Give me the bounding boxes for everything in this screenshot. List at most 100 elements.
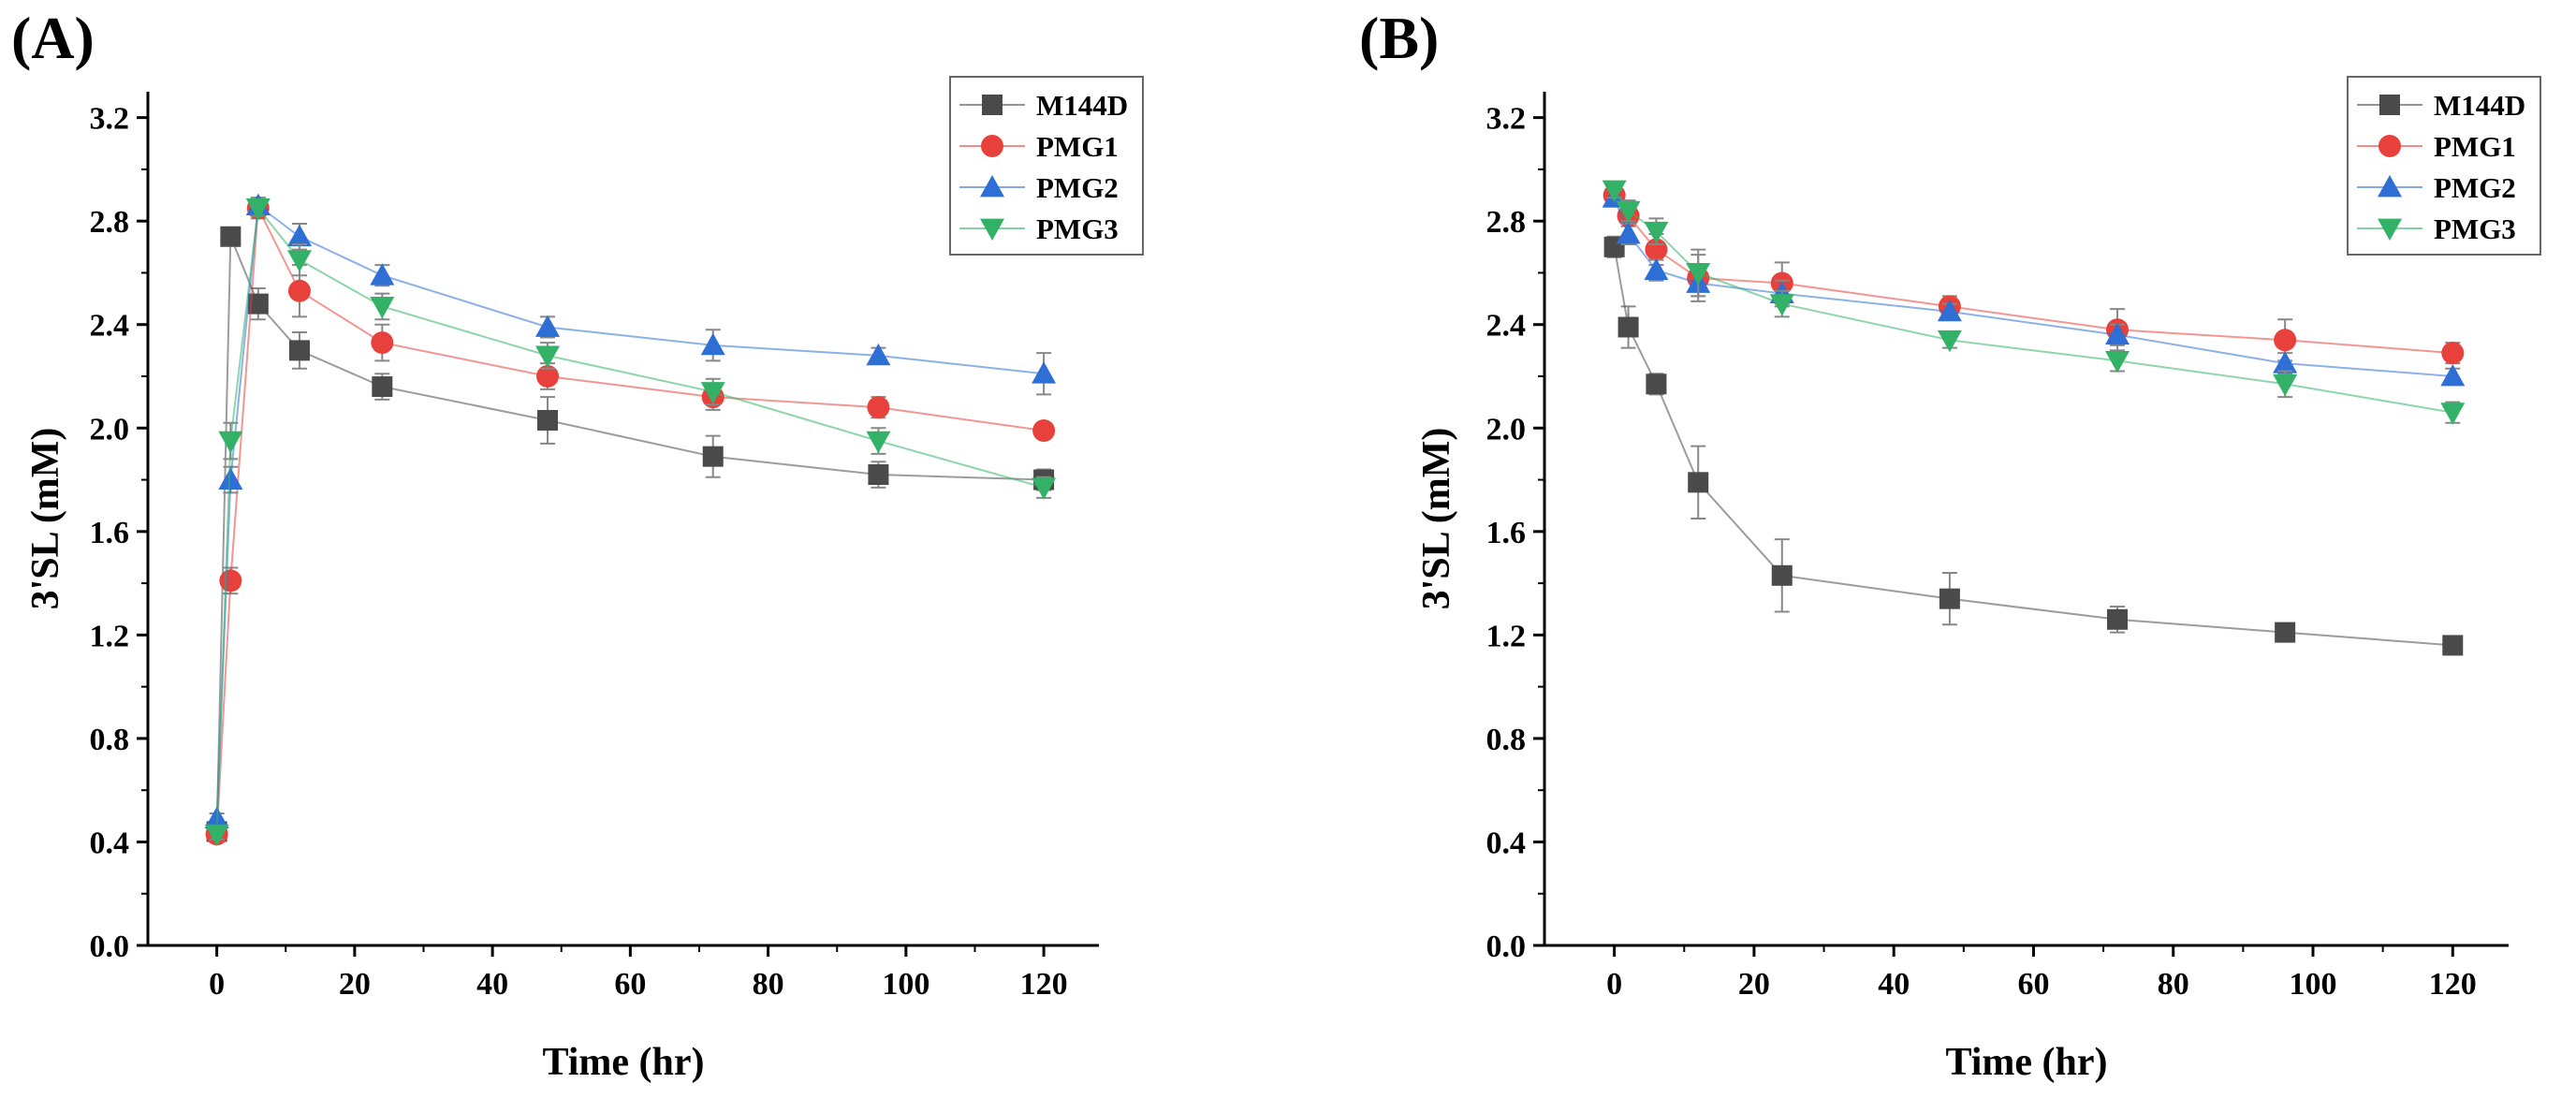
x-tick-label: 0 bbox=[1606, 967, 1622, 1002]
series-line bbox=[215, 203, 1045, 819]
x-tick-label: 100 bbox=[882, 967, 929, 1002]
data-point bbox=[1771, 564, 1793, 586]
y-tick-label: 0.0 bbox=[1486, 930, 1527, 964]
data-point bbox=[2440, 364, 2466, 387]
series-m144d bbox=[206, 226, 1055, 842]
y-tick-label: 1.6 bbox=[1486, 516, 1527, 550]
legend-marker bbox=[982, 95, 1003, 115]
y-tick-label: 2.4 bbox=[1486, 309, 1527, 344]
data-point bbox=[371, 331, 394, 355]
data-point bbox=[1644, 257, 1669, 281]
x-tick-label: 120 bbox=[1020, 967, 1068, 1002]
x-tick-label: 0 bbox=[209, 967, 225, 1002]
data-point bbox=[2275, 622, 2296, 643]
legend: M144D PMG1 PMG2 PMG3 bbox=[2347, 76, 2541, 256]
series-line bbox=[215, 236, 1045, 832]
data-point bbox=[2273, 351, 2298, 373]
data-point bbox=[1644, 221, 1669, 244]
data-point bbox=[286, 250, 312, 272]
data-point bbox=[866, 343, 891, 366]
x-tick-label: 80 bbox=[753, 967, 784, 1002]
legend-marker bbox=[2378, 175, 2402, 198]
data-point bbox=[247, 293, 269, 315]
data-point bbox=[1616, 222, 1641, 244]
data-point bbox=[1617, 316, 1639, 338]
data-point bbox=[204, 824, 229, 847]
x-tick-label: 100 bbox=[2290, 967, 2337, 1002]
y-tick-label: 1.2 bbox=[90, 619, 130, 653]
x-tick-label: 20 bbox=[1738, 967, 1770, 1002]
series-line bbox=[1613, 189, 2453, 414]
data-point bbox=[1032, 477, 1057, 500]
y-tick-label: 2.0 bbox=[90, 412, 130, 447]
y-tick-label: 1.2 bbox=[1486, 619, 1527, 653]
x-tick-label: 60 bbox=[2017, 967, 2049, 1002]
y-tick-label: 2.4 bbox=[90, 309, 130, 344]
series-m144d bbox=[1603, 235, 2464, 656]
data-point bbox=[700, 382, 725, 404]
x-tick-label: 80 bbox=[2158, 967, 2189, 1002]
legend: M144D PMG1 PMG2 PMG3 bbox=[949, 76, 1144, 256]
series-pmg3 bbox=[1602, 180, 2466, 425]
series-line bbox=[1613, 194, 2453, 355]
data-point bbox=[536, 365, 560, 388]
data-point bbox=[867, 396, 890, 419]
legend-marker bbox=[980, 175, 1004, 198]
y-tick-label: 3.2 bbox=[90, 102, 130, 137]
data-point bbox=[219, 569, 242, 593]
x-axis-title: Time (hr) bbox=[542, 1041, 704, 1084]
data-point bbox=[2273, 373, 2298, 397]
data-point bbox=[220, 226, 242, 247]
x-tick-label: 60 bbox=[614, 967, 646, 1002]
y-tick-label: 2.8 bbox=[90, 205, 130, 240]
data-point bbox=[218, 431, 243, 454]
data-point bbox=[1032, 361, 1057, 384]
x-axis-title: Time (hr) bbox=[1945, 1041, 2107, 1084]
data-point bbox=[535, 345, 561, 368]
data-point bbox=[868, 464, 889, 486]
data-point bbox=[1939, 588, 1960, 609]
series-line bbox=[1613, 246, 2453, 647]
legend-label: PMG2 bbox=[2434, 171, 2516, 204]
legend-label: PMG2 bbox=[1036, 171, 1119, 204]
legend-label: M144D bbox=[2434, 89, 2525, 122]
panel-b: (B) 0.0 0.4 0.8 1.2 1.6 2.0 2.4 2.8 3.2 0 20 40 60 80 1… bbox=[1359, 5, 2541, 1084]
legend-marker bbox=[2379, 95, 2400, 115]
data-point bbox=[2107, 608, 2129, 630]
data-point bbox=[2105, 322, 2130, 345]
data-point bbox=[2440, 403, 2466, 425]
legend-marker bbox=[981, 135, 1003, 157]
legend-label: PMG1 bbox=[1036, 130, 1119, 163]
panel-label: (A) bbox=[11, 5, 95, 71]
x-tick-label: 40 bbox=[1878, 967, 1910, 1002]
x-tick-label: 120 bbox=[2429, 967, 2477, 1002]
legend-marker bbox=[2378, 218, 2402, 241]
data-point bbox=[1646, 373, 1667, 395]
data-point bbox=[2441, 342, 2465, 365]
y-tick-label: 0.0 bbox=[90, 930, 130, 964]
data-point bbox=[2105, 351, 2130, 373]
x-tick-label: 20 bbox=[339, 967, 371, 1002]
series-line bbox=[215, 204, 1045, 835]
series-line bbox=[215, 205, 1045, 835]
y-tick-label: 3.2 bbox=[1486, 102, 1527, 137]
data-point bbox=[1616, 200, 1641, 224]
y-tick-label: 0.4 bbox=[90, 826, 130, 860]
y-tick-label: 0.8 bbox=[1486, 723, 1527, 757]
data-point bbox=[370, 296, 395, 319]
data-point bbox=[1937, 329, 1962, 353]
data-point bbox=[1602, 180, 1627, 203]
legend-label: PMG1 bbox=[2434, 130, 2516, 163]
data-point bbox=[1032, 419, 1056, 443]
legend-label: PMG3 bbox=[1036, 212, 1119, 245]
data-point bbox=[1769, 294, 1794, 316]
series-pmg1 bbox=[205, 197, 1056, 846]
data-point bbox=[1686, 263, 1711, 285]
legend-label: PMG3 bbox=[2434, 212, 2516, 245]
data-point bbox=[1937, 299, 1962, 322]
data-point bbox=[702, 446, 724, 467]
y-tick-label: 0.4 bbox=[1486, 826, 1527, 860]
y-tick-label: 1.6 bbox=[90, 516, 130, 550]
series-pmg3 bbox=[204, 198, 1057, 847]
